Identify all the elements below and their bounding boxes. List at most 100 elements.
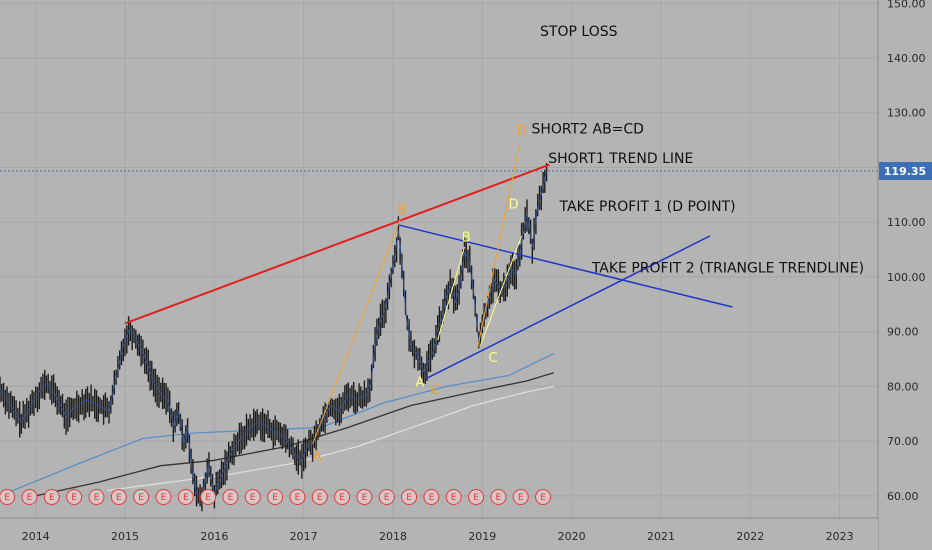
x-tick-label: 2023 <box>826 530 854 543</box>
current-price-badge <box>879 162 932 181</box>
earnings-marker <box>244 489 261 505</box>
plot-background <box>0 0 878 518</box>
price-line <box>0 170 548 500</box>
earnings-marker-label: E <box>429 493 435 503</box>
earnings-marker <box>445 489 462 505</box>
earnings-marker-label: E <box>406 493 412 503</box>
earnings-marker-label: E <box>183 493 189 503</box>
earnings-marker <box>43 489 60 505</box>
trendline <box>476 142 521 351</box>
y-tick-label: 60.00 <box>887 490 919 503</box>
earnings-marker-label: E <box>518 493 524 503</box>
earnings-marker-label: E <box>205 493 211 503</box>
x-tick-label: 2021 <box>647 530 675 543</box>
x-tick-label: 2020 <box>558 530 586 543</box>
earnings-marker <box>334 489 351 505</box>
annotation-text: TAKE PROFIT 2 (TRIANGLE TRENDLINE) <box>591 261 864 277</box>
pattern-point-label: A <box>415 375 424 390</box>
earnings-marker <box>289 489 306 505</box>
x-axis: 2014 2015 2016 2017 2018 2019 2020 2021 2022 2023 <box>22 530 854 543</box>
pattern-point-label: A <box>313 449 322 464</box>
moving-average-line <box>35 372 554 497</box>
y-axis-panel <box>878 0 932 550</box>
earnings-marker-label: E <box>138 493 144 503</box>
earnings-marker <box>66 489 83 505</box>
earnings-marker-label: E <box>228 493 234 503</box>
earnings-marker-label: E <box>49 493 55 503</box>
earnings-marker <box>311 489 328 505</box>
earnings-marker <box>0 489 16 505</box>
y-tick-label: 130.00 <box>887 107 926 120</box>
x-tick-label: 2018 <box>379 530 407 543</box>
x-tick-label: 2019 <box>468 530 496 543</box>
moving-average-line <box>107 385 554 492</box>
earnings-marker <box>468 489 485 505</box>
pattern-point-label: C <box>431 384 440 399</box>
earnings-marker <box>423 489 440 505</box>
earnings-marker-label: E <box>272 493 278 503</box>
earnings-marker-label: E <box>4 493 10 503</box>
x-tick-label: 2015 <box>111 530 139 543</box>
trendline <box>124 163 550 325</box>
earnings-marker <box>356 489 373 505</box>
earnings-marker-label: E <box>250 493 256 503</box>
earnings-marker <box>21 489 38 505</box>
earnings-marker <box>267 489 284 505</box>
earnings-marker <box>88 489 105 505</box>
x-tick-label: 2016 <box>200 530 228 543</box>
annotations: STOP LOSS SHORT2 AB=CD SHORT1 TREND LINE TA… <box>531 24 864 276</box>
earnings-marker <box>155 489 172 505</box>
x-tick-label: 2017 <box>290 530 318 543</box>
pattern-point-label: D <box>509 198 519 213</box>
y-tick-label: 140.00 <box>887 52 926 65</box>
annotation-text: TAKE PROFIT 1 (D POINT) <box>559 199 736 215</box>
earnings-marker-label: E <box>339 493 345 503</box>
earnings-marker-label: E <box>362 493 368 503</box>
earnings-marker <box>200 489 217 505</box>
pattern-point-label: C <box>488 351 497 366</box>
earnings-marker-label: E <box>317 493 323 503</box>
y-tick-label: 90.00 <box>887 326 919 339</box>
earnings-marker <box>490 489 507 505</box>
y-tick-label: 110.00 <box>887 216 926 229</box>
current-price-tag: 119.35 <box>879 162 932 181</box>
moving-average-line <box>0 352 555 497</box>
y-axis: 60.0070.0080.0090.00100.00110.00120.0013… <box>887 0 926 503</box>
x-tick-label: 2022 <box>736 530 764 543</box>
grid <box>0 0 878 518</box>
earnings-marker <box>110 489 127 505</box>
earnings-marker-label: E <box>27 493 33 503</box>
y-tick-label: 100.00 <box>887 271 926 284</box>
pattern-point-label: D <box>517 124 527 139</box>
earnings-marker <box>401 489 418 505</box>
trendline <box>437 246 465 340</box>
earnings-marker-label: E <box>94 493 100 503</box>
y-tick-label: 70.00 <box>887 435 919 448</box>
earnings-marker-label: E <box>295 493 301 503</box>
annotation-text: STOP LOSS <box>540 24 618 40</box>
earnings-marker-label: E <box>496 493 502 503</box>
y-tick-label: 80.00 <box>887 380 919 393</box>
x-axis-panel <box>0 518 878 550</box>
annotation-text: SHORT2 AB=CD <box>531 122 644 138</box>
trendline <box>398 224 733 308</box>
earnings-marker-label: E <box>540 493 546 503</box>
annotation-text: SHORT1 TREND LINE <box>548 151 693 167</box>
trendline <box>426 235 711 379</box>
earnings-marker <box>535 489 552 505</box>
earnings-marker <box>512 489 529 505</box>
earnings-marker-label: E <box>451 493 457 503</box>
pattern-point-label: B <box>462 230 471 245</box>
trendline <box>312 219 401 445</box>
trendline <box>480 235 523 346</box>
y-tick-label: 150.00 <box>887 0 926 10</box>
earnings-marker <box>222 489 239 505</box>
earnings-marker-label: E <box>384 493 390 503</box>
pattern-points: A B C D A B C D <box>313 124 527 465</box>
moving-averages <box>0 352 555 497</box>
earnings-marker-label: E <box>116 493 122 503</box>
earnings-marker-label: E <box>71 493 77 503</box>
